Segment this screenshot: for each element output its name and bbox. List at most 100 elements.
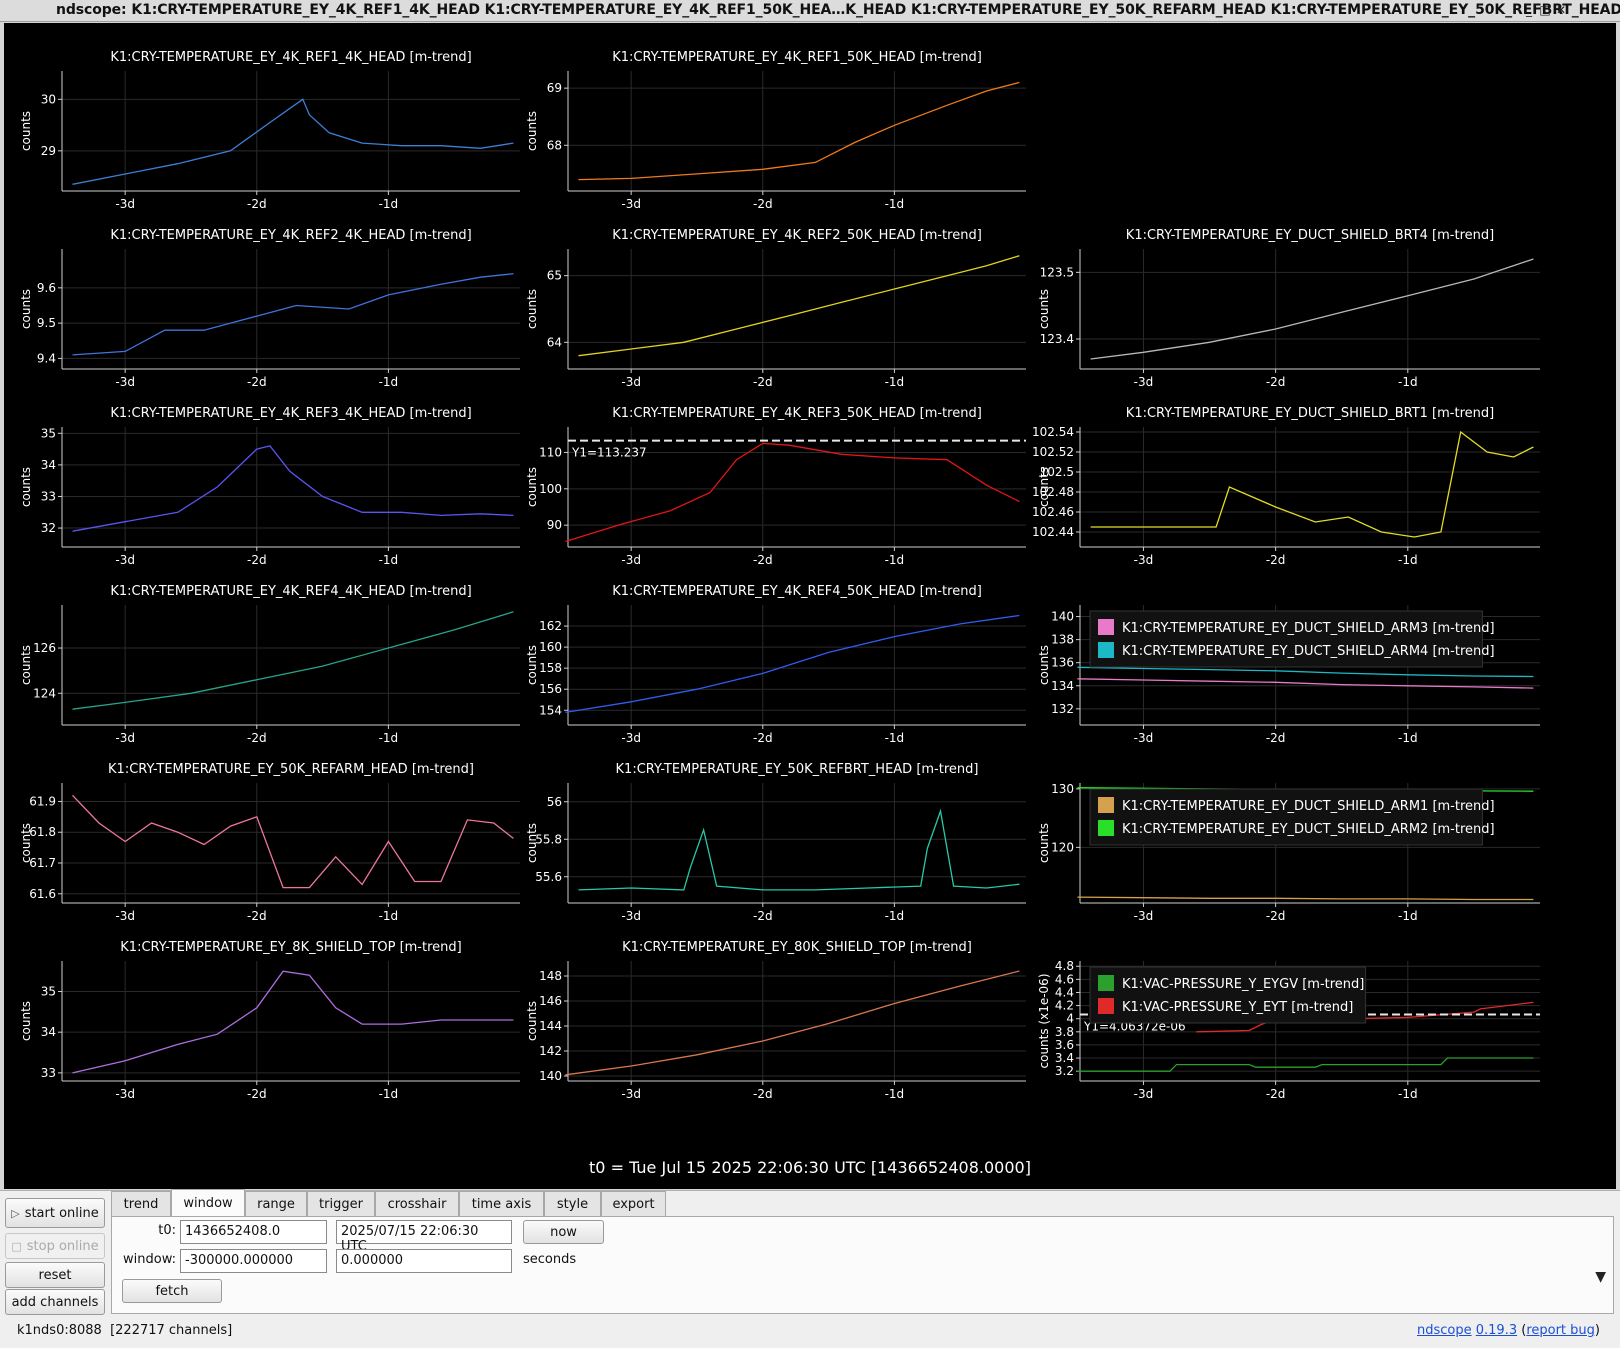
start-online-label: start online: [24, 1205, 99, 1221]
series-line: [72, 273, 514, 356]
x-tick-label: -2d: [247, 731, 267, 745]
tab-trigger[interactable]: trigger: [307, 1191, 375, 1216]
y-tick-label: 124: [33, 686, 56, 700]
plot-panel: K1:CRY-TEMPERATURE_EY_4K_REF1_50K_HEAD […: [525, 50, 1026, 211]
x-tick-label: -2d: [753, 1087, 773, 1101]
plots-canvas[interactable]: K1:CRY-TEMPERATURE_EY_4K_REF1_4K_HEAD [m…: [4, 23, 1616, 1189]
y-tick-label: 3.8: [1055, 1025, 1074, 1039]
tab-trend[interactable]: trend: [111, 1191, 171, 1216]
ndscope-link[interactable]: ndscope: [1416, 1323, 1472, 1338]
series-line: [72, 98, 514, 185]
y-tick-label: 90: [547, 518, 562, 532]
x-tick-label: -3d: [1134, 909, 1154, 923]
close-icon[interactable]: ✕: [1555, 3, 1567, 17]
t0-utc-input[interactable]: 2025/07/15 22:06:30 UTC: [336, 1220, 512, 1254]
y-tick-label: 9.6: [37, 281, 56, 295]
x-tick-label: -3d: [115, 553, 135, 567]
series-line: [72, 970, 514, 1074]
fetch-button[interactable]: fetch: [122, 1279, 222, 1303]
maximize-icon[interactable]: □: [1539, 3, 1551, 17]
t0-gps-input[interactable]: 1436652408.0: [180, 1220, 327, 1244]
plot-title: K1:CRY-TEMPERATURE_EY_DUCT_SHIELD_BRT4 […: [1126, 228, 1494, 243]
y-tick-label: 138: [1051, 633, 1074, 647]
series-line: [1077, 1057, 1534, 1072]
collapse-arrow-icon[interactable]: ▼: [1595, 1269, 1606, 1285]
add-channels-button[interactable]: add channels: [5, 1289, 105, 1315]
y-tick-label: 160: [539, 640, 562, 654]
server-address: k1nds0:8088: [17, 1323, 102, 1338]
y-tick-label: 102.46: [1032, 505, 1074, 519]
legend-label: K1:CRY-TEMPERATURE_EY_DUCT_SHIELD_ARM2 […: [1122, 822, 1495, 837]
plot-title: K1:CRY-TEMPERATURE_EY_50K_REFARM_HEAD [m…: [108, 762, 474, 777]
now-button[interactable]: now: [523, 1220, 604, 1244]
tab-label: range: [257, 1196, 295, 1212]
y-tick-label: 30: [41, 92, 56, 106]
x-tick-label: -1d: [885, 909, 905, 923]
window-field-label: window:: [123, 1252, 176, 1267]
x-tick-label: -2d: [1266, 731, 1286, 745]
tab-time-axis[interactable]: time axis: [459, 1191, 544, 1216]
y-tick-label: 126: [33, 641, 56, 655]
x-tick-label: -1d: [1398, 731, 1418, 745]
y-tick-label: 120: [1051, 840, 1074, 854]
plot-panel: counts (x1e-06) 4.84.64.44.243.83.63.43.2…: [1037, 959, 1540, 1101]
plot-title: K1:CRY-TEMPERATURE_EY_4K_REF2_50K_HEAD […: [612, 228, 982, 243]
y-tick-label: 33: [41, 489, 56, 503]
y-axis-label: counts: [525, 1001, 539, 1041]
y-tick-label: 140: [539, 1069, 562, 1083]
x-tick-label: -1d: [885, 553, 905, 567]
plot-panel: counts 140 138 136 134 132 -3d -2d -1d K1:CRY-TEM…: [1037, 605, 1540, 745]
y-axis-label: counts: [525, 467, 539, 507]
stop-icon: □: [11, 1239, 22, 1253]
plot-panel: K1:CRY-TEMPERATURE_EY_4K_REF3_4K_HEAD [m…: [19, 406, 520, 567]
start-online-button[interactable]: ▷ start online: [5, 1198, 105, 1228]
tab-window[interactable]: window: [171, 1189, 245, 1216]
window-end-input[interactable]: 0.000000: [336, 1249, 512, 1273]
tab-export[interactable]: export: [601, 1191, 666, 1216]
tab-style[interactable]: style: [544, 1191, 601, 1216]
y-axis-label: counts: [19, 1001, 33, 1041]
plot-title: K1:CRY-TEMPERATURE_EY_4K_REF4_4K_HEAD [m…: [110, 584, 471, 599]
x-tick-label: -2d: [753, 731, 773, 745]
version-info: ndscope 0.19.3 (report bug): [1416, 1323, 1600, 1338]
series-line: [1077, 896, 1534, 901]
y-axis-label: counts (x1e-06): [1037, 973, 1051, 1068]
tab-crosshair[interactable]: crosshair: [375, 1191, 459, 1216]
tab-range[interactable]: range: [245, 1191, 307, 1216]
plot-title: K1:CRY-TEMPERATURE_EY_8K_SHIELD_TOP [m-t…: [120, 940, 461, 955]
y-tick-label: 61.7: [29, 856, 56, 870]
y-tick-label: 65: [547, 269, 562, 283]
reset-button[interactable]: reset: [5, 1262, 105, 1288]
y-tick-label: 64: [547, 335, 562, 349]
plot-panel: K1:CRY-TEMPERATURE_EY_50K_REFBRT_HEAD [m…: [525, 762, 1026, 923]
y-tick-label: 61.6: [29, 887, 56, 901]
y-tick-label: 130: [1051, 782, 1074, 796]
channel-count: [222717 channels]: [110, 1323, 233, 1338]
tab-label: trend: [123, 1196, 159, 1212]
window-start-input[interactable]: -300000.000000: [180, 1249, 327, 1273]
window-title: ndscope: K1:CRY-TEMPERATURE_EY_4K_REF1_4…: [56, 2, 1620, 18]
y-tick-label: 3.4: [1055, 1051, 1074, 1065]
series-line: [1090, 430, 1534, 538]
legend-swatch: [1098, 998, 1114, 1014]
version-link[interactable]: 0.19.3: [1475, 1323, 1518, 1338]
t0-label: t0 = Tue Jul 15 2025 22:06:30 UTC [14366…: [589, 1158, 1031, 1177]
x-tick-label: -3d: [1134, 1087, 1154, 1101]
x-tick-label: -1d: [379, 375, 399, 389]
y-axis-label: counts: [525, 111, 539, 151]
minimize-icon[interactable]: _: [1526, 3, 1532, 17]
x-tick-label: -1d: [885, 197, 905, 211]
y-tick-label: 142: [539, 1044, 562, 1058]
report-bug-link[interactable]: report bug: [1526, 1323, 1595, 1338]
x-tick-label: -3d: [1134, 731, 1154, 745]
stop-online-button[interactable]: □ stop online: [5, 1233, 105, 1259]
x-tick-label: -1d: [379, 1087, 399, 1101]
y-tick-label: 69: [547, 81, 562, 95]
plot-area[interactable]: K1:CRY-TEMPERATURE_EY_4K_REF1_4K_HEAD [m…: [4, 23, 1616, 1189]
plot-panel: K1:CRY-TEMPERATURE_EY_4K_REF2_50K_HEAD […: [525, 228, 1026, 389]
y-axis-label: counts: [1037, 289, 1051, 329]
y-tick-label: 35: [41, 985, 56, 999]
stop-online-label: stop online: [26, 1238, 99, 1254]
plot-panel: K1:CRY-TEMPERATURE_EY_4K_REF4_50K_HEAD […: [525, 584, 1026, 745]
x-tick-label: -1d: [1398, 553, 1418, 567]
